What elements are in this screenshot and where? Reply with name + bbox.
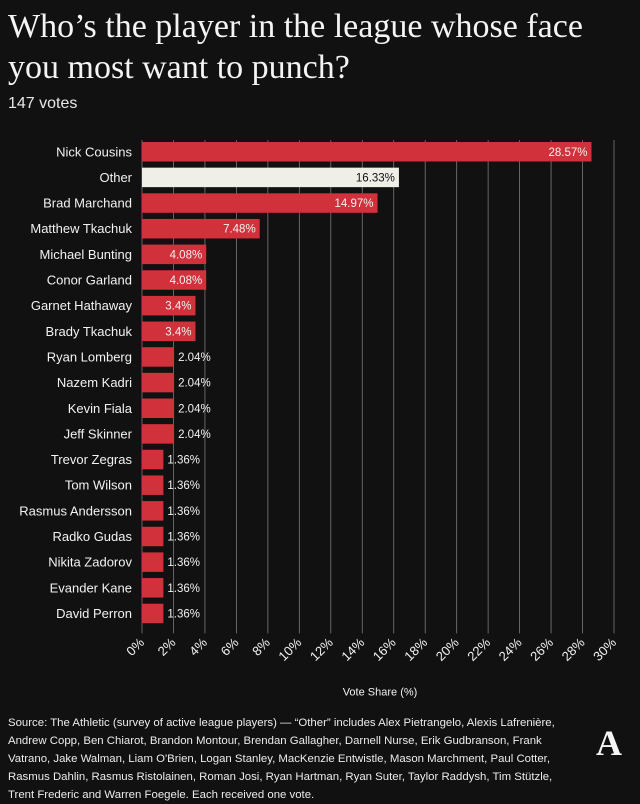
category-label: Nikita Zadorov bbox=[48, 555, 132, 570]
bar bbox=[142, 424, 175, 444]
bar bbox=[142, 142, 592, 162]
bar bbox=[142, 167, 399, 188]
category-label: Nazem Kadri bbox=[57, 375, 132, 390]
data-label: 16.33% bbox=[356, 172, 395, 184]
bar bbox=[142, 449, 164, 470]
bar bbox=[142, 244, 207, 265]
bar bbox=[142, 270, 207, 290]
bar bbox=[142, 321, 196, 342]
x-tick-label: 16% bbox=[370, 635, 399, 664]
x-tick-label: 12% bbox=[307, 635, 336, 664]
data-label: 1.36% bbox=[167, 608, 200, 620]
data-label: 2.04% bbox=[178, 429, 211, 441]
data-label: 1.36% bbox=[167, 480, 200, 492]
category-label: Evander Kane bbox=[50, 580, 132, 595]
data-label: 14.97% bbox=[335, 198, 374, 210]
x-tick-label: 18% bbox=[401, 635, 430, 664]
x-tick-label: 2% bbox=[155, 635, 179, 659]
x-tick-label: 8% bbox=[249, 635, 273, 659]
category-label: Ryan Lomberg bbox=[47, 349, 132, 364]
bar bbox=[142, 218, 260, 239]
vote-count: 147 votes bbox=[8, 95, 78, 112]
data-label: 1.36% bbox=[167, 557, 200, 569]
category-label: Tom Wilson bbox=[65, 478, 132, 493]
x-tick-label: 0% bbox=[123, 635, 147, 659]
bar bbox=[142, 578, 164, 598]
x-tick-label: 14% bbox=[338, 635, 367, 664]
data-label: 2.04% bbox=[178, 352, 211, 364]
data-label: 3.4% bbox=[165, 326, 191, 338]
bar bbox=[142, 501, 164, 521]
x-tick-label: 24% bbox=[496, 635, 525, 664]
x-tick-label: 10% bbox=[275, 635, 304, 664]
category-label: Garnet Hathaway bbox=[31, 298, 133, 313]
data-label: 1.36% bbox=[167, 455, 200, 467]
data-label: 4.08% bbox=[170, 249, 203, 261]
x-tick-label: 20% bbox=[433, 635, 462, 664]
data-label: 7.48% bbox=[223, 224, 256, 236]
category-label: Brady Tkachuk bbox=[46, 324, 133, 339]
category-label: Rasmus Andersson bbox=[19, 503, 132, 518]
data-label: 2.04% bbox=[178, 403, 211, 415]
category-label: Radko Gudas bbox=[53, 529, 133, 544]
chart-title: Who’s the player in the league whose fac… bbox=[8, 8, 583, 86]
category-label: David Perron bbox=[56, 606, 132, 621]
bar bbox=[142, 526, 164, 547]
data-label: 3.4% bbox=[165, 301, 191, 313]
category-label: Conor Garland bbox=[47, 273, 132, 288]
bar bbox=[142, 193, 378, 213]
category-label: Matthew Tkachuk bbox=[30, 221, 132, 236]
athletic-logo: A bbox=[596, 723, 622, 763]
bar bbox=[142, 372, 175, 393]
category-label: Kevin Fiala bbox=[68, 401, 133, 416]
bar bbox=[142, 398, 175, 418]
x-tick-label: 30% bbox=[590, 635, 619, 664]
x-tick-label: 26% bbox=[527, 635, 556, 664]
x-tick-label: 22% bbox=[464, 635, 493, 664]
bar bbox=[142, 347, 175, 367]
source-note: Source: The Athletic (survey of active l… bbox=[8, 717, 555, 801]
data-label: 1.36% bbox=[167, 506, 200, 518]
data-label: 1.36% bbox=[167, 532, 200, 544]
category-label: Other bbox=[99, 170, 132, 185]
bar bbox=[142, 552, 164, 572]
data-label: 28.57% bbox=[548, 147, 587, 159]
x-tick-label: 28% bbox=[559, 635, 588, 664]
category-label: Trevor Zegras bbox=[51, 452, 133, 467]
category-label: Michael Bunting bbox=[40, 247, 133, 262]
data-label: 2.04% bbox=[178, 378, 211, 390]
bar-chart: 0% 2% 4% 6% 8% 10% 12% 14% 16% 18% 20% 22% 24% 26% 28%… bbox=[19, 140, 619, 698]
bar bbox=[142, 295, 196, 316]
category-label: Nick Cousins bbox=[56, 144, 132, 159]
category-label: Brad Marchand bbox=[43, 196, 132, 211]
data-label: 4.08% bbox=[170, 275, 203, 287]
bar bbox=[142, 475, 164, 495]
category-label: Jeff Skinner bbox=[64, 426, 133, 441]
data-label: 1.36% bbox=[167, 583, 200, 595]
bar bbox=[142, 603, 164, 624]
x-tick-label: 4% bbox=[186, 635, 210, 659]
x-tick-label: 6% bbox=[218, 635, 242, 659]
x-axis-label: Vote Share (%) bbox=[343, 686, 418, 698]
